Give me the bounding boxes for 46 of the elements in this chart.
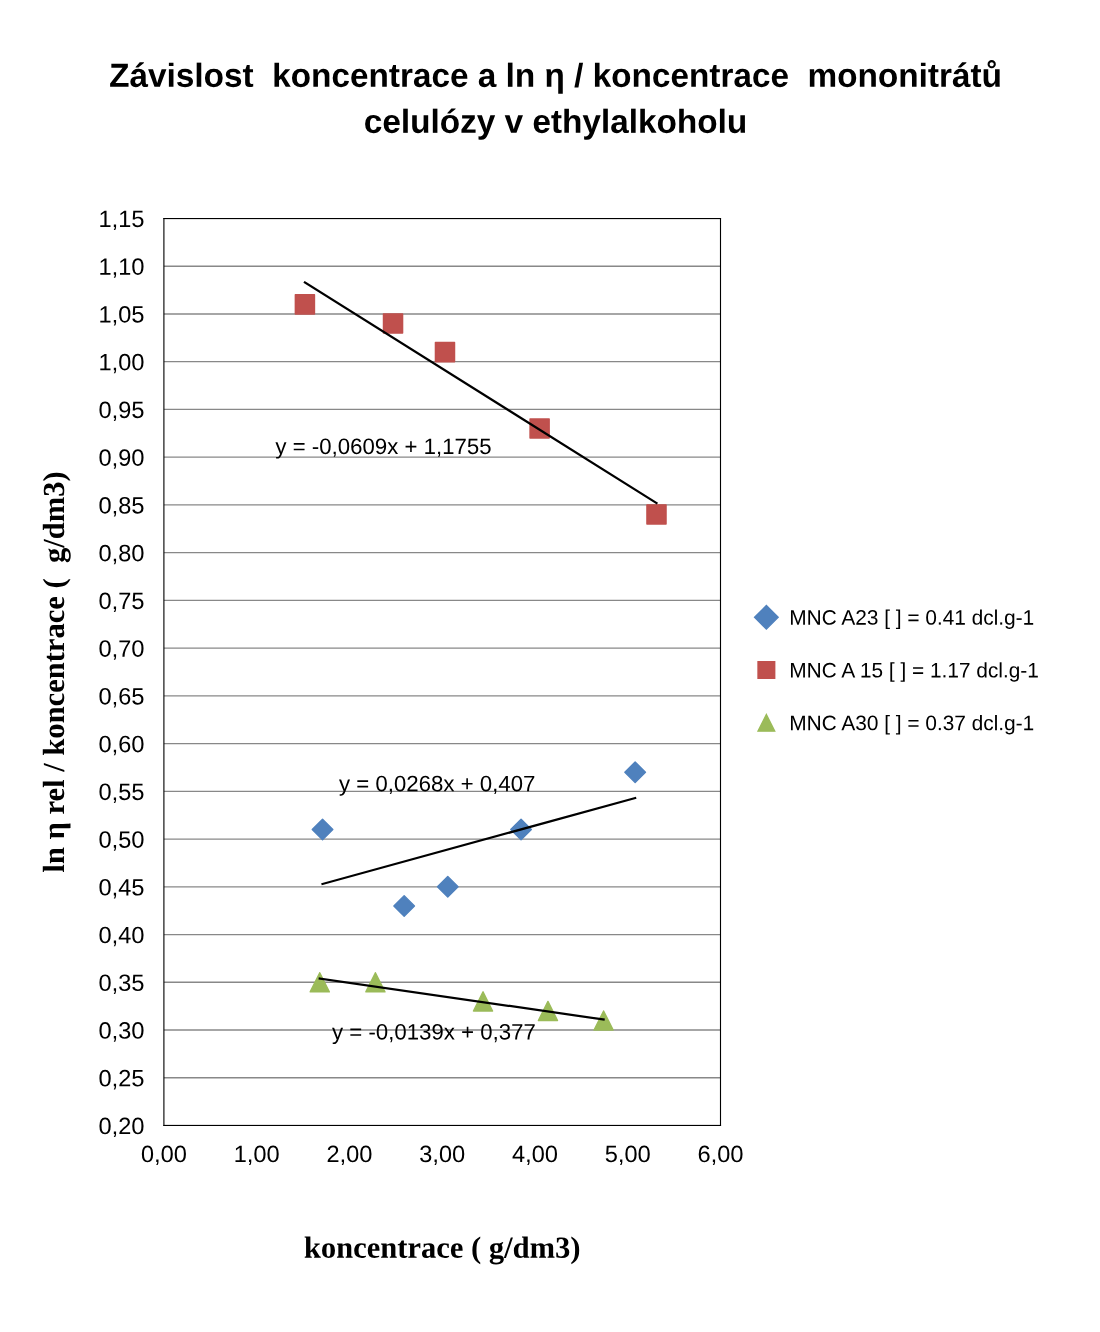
point — [311, 818, 334, 841]
point — [309, 972, 331, 993]
point — [382, 313, 404, 334]
x-tick-label: 0,00 — [141, 1145, 186, 1166]
x-tick-label: 2,00 — [327, 1145, 372, 1166]
point — [646, 504, 667, 525]
y-tick-label: 1,10 — [100, 258, 144, 278]
y-tick-label: 0,85 — [99, 496, 144, 517]
y-tick-label: 1,00 — [100, 353, 144, 374]
y-tick-label: 0,30 — [99, 1022, 144, 1042]
y-tick-label: 0,50 — [99, 831, 144, 851]
x-axis-title: koncentrace ( g/dm3) — [304, 1236, 580, 1265]
y-tick-label: 0,25 — [99, 1069, 144, 1090]
y-tick-label: 0,55 — [99, 783, 144, 803]
point — [436, 875, 459, 898]
x-tick-label: 1,00 — [235, 1145, 279, 1166]
y-tick-label: 1,05 — [100, 306, 144, 326]
x-tick-label: 5,00 — [605, 1145, 650, 1166]
annotation: y = -0,0609x + 1,1755 — [275, 438, 491, 459]
y-tick-label: 0,60 — [99, 735, 144, 756]
x-tick-label: 6,00 — [698, 1145, 743, 1166]
y-tick-label: 0,20 — [99, 1117, 144, 1138]
y-tick-label: 0,70 — [99, 640, 144, 660]
annotation: y = 0,0268x + 0,407 — [339, 775, 535, 796]
legend-label: MNC A 15 [ ] = 1.17 dcl.g-1 — [790, 662, 1038, 682]
y-axis-title: ln η rel / koncentrace ( g/dm3) — [42, 472, 71, 873]
point — [624, 761, 647, 784]
y-tick-label: 0,90 — [99, 449, 144, 469]
y-tick-label: 0,35 — [99, 974, 144, 994]
y-tick-label: 0,95 — [99, 401, 144, 421]
y-tick-label: 0,40 — [99, 926, 144, 947]
point — [593, 1010, 614, 1031]
point — [434, 341, 456, 363]
annotation: y = -0,0139x + 0,377 — [332, 1023, 535, 1045]
legend-label: MNC A23 [ ] = 0.41 dcl.g-1 — [790, 609, 1034, 629]
point — [393, 894, 416, 917]
y-tick-label: 0,65 — [99, 687, 144, 708]
y-tick-label: 0,80 — [99, 544, 144, 565]
legend-label: MNC A30 [ ] = 0.37 dcl.g-1 — [790, 715, 1034, 735]
x-tick-label: 4,00 — [512, 1145, 558, 1166]
x-tick-label: 3,00 — [420, 1145, 465, 1166]
point — [294, 294, 316, 315]
y-tick-label: 0,75 — [99, 592, 144, 612]
y-tick-label: 0,45 — [99, 878, 144, 899]
chart-title: Závislost koncentrace a ln η / koncentrace mononitrátů celulózy v ethylalkoholu — [110, 60, 1000, 140]
y-tick-label: 1,15 — [100, 210, 144, 231]
